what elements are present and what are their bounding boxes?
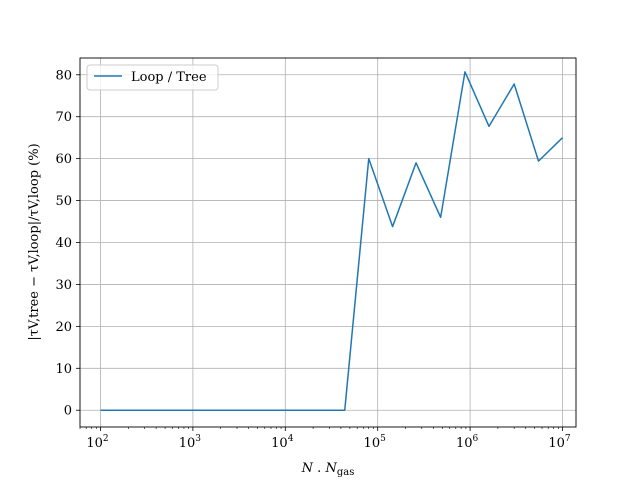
- x-tick-exponent: 4: [288, 434, 294, 444]
- x-tick-exponent: 2: [103, 434, 109, 444]
- y-tick-label: 10: [55, 362, 72, 377]
- x-axis-label-main: N . N: [301, 461, 338, 476]
- legend-entry-label: Loop / Tree: [131, 70, 207, 85]
- x-tick-label: 102: [86, 434, 108, 451]
- x-tick-exponent: 6: [473, 434, 479, 444]
- x-tick-base: 10: [548, 436, 565, 451]
- y-tick-label: 70: [55, 110, 72, 125]
- y-tick-label: 50: [55, 194, 72, 209]
- x-axis-label-subscript: gas: [337, 467, 355, 478]
- y-tick-label: 0: [64, 404, 72, 419]
- x-axis: 102 103 104 105 106 107: [79, 427, 571, 451]
- y-axis-label: |τV,tree − τV,loop|/τV,loop (%): [27, 143, 42, 340]
- y-axis: 0 10 20 30 40 50 60 70 80: [55, 68, 80, 419]
- x-tick-base: 10: [364, 436, 381, 451]
- legend: Loop / Tree: [86, 64, 219, 91]
- x-tick-exponent: 5: [380, 434, 386, 444]
- x-tick-base: 10: [456, 436, 473, 451]
- x-tick-base: 10: [179, 436, 196, 451]
- x-tick-exponent: 3: [195, 434, 201, 444]
- grid: [80, 58, 576, 427]
- x-tick-label: 104: [271, 434, 294, 451]
- x-tick-label: 106: [456, 434, 479, 451]
- x-tick-label: 105: [364, 434, 387, 451]
- y-tick-label: 80: [55, 68, 72, 83]
- x-tick-base: 10: [86, 436, 103, 451]
- x-axis-label: N . Ngas: [301, 461, 355, 478]
- x-tick-label: 103: [179, 434, 202, 451]
- x-tick-base: 10: [271, 436, 288, 451]
- y-tick-label: 40: [55, 236, 72, 251]
- y-tick-label: 30: [55, 278, 72, 293]
- x-tick-exponent: 7: [565, 434, 571, 444]
- legend-box: [86, 64, 219, 91]
- series-layer: [100, 71, 564, 411]
- x-tick-label: 107: [548, 434, 571, 451]
- y-tick-label: 20: [55, 320, 72, 335]
- y-tick-label: 60: [55, 152, 72, 167]
